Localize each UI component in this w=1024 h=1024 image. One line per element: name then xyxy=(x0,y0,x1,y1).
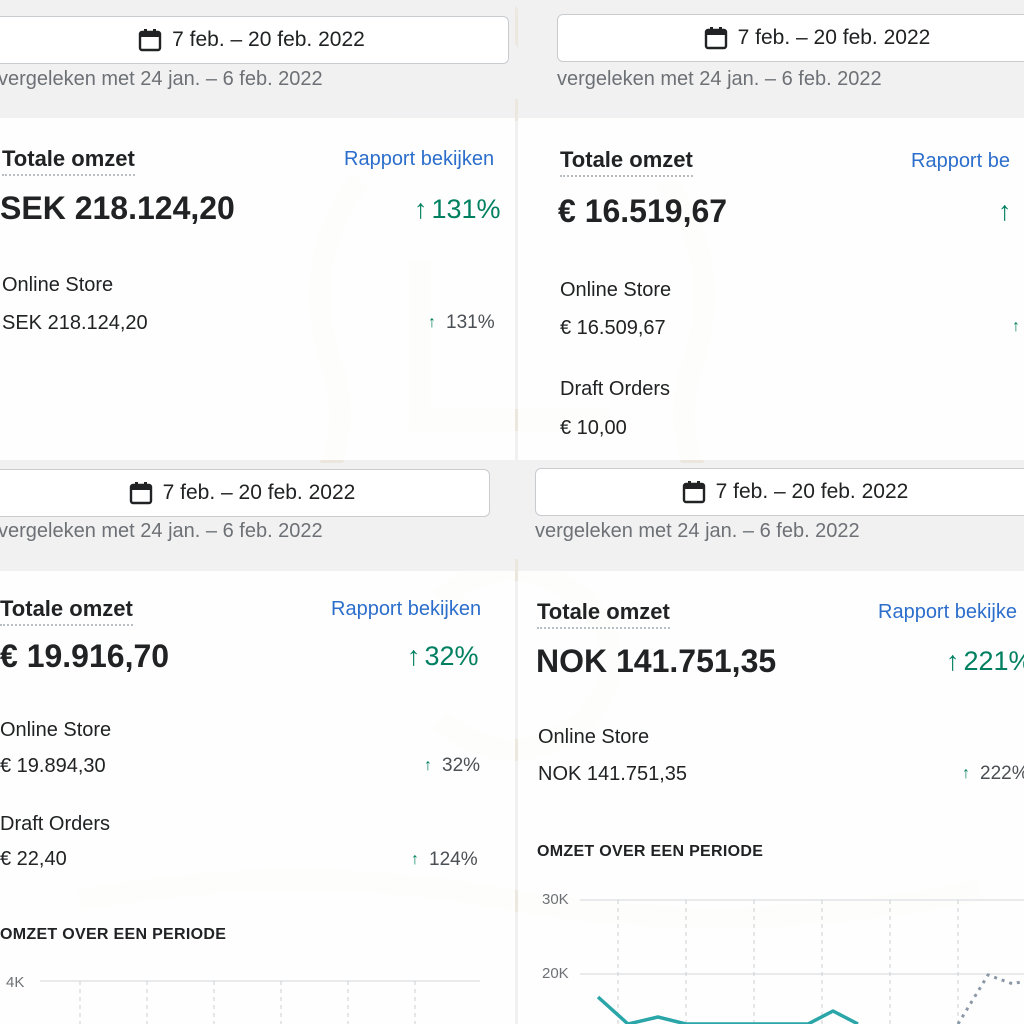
channel-label-draft-orders: Draft Orders xyxy=(560,378,671,400)
arrow-up-icon: ↑ xyxy=(962,765,970,782)
date-range-button[interactable]: 7 feb. – 20 feb. 2022 xyxy=(0,469,490,517)
view-report-link[interactable]: Rapport bekijken xyxy=(344,148,495,170)
arrow-up-icon: ↑ xyxy=(407,641,421,671)
date-range-label: 7 feb. – 20 feb. 2022 xyxy=(162,481,356,504)
revenue-panel-2: 7 feb. – 20 feb. 2022 vergeleken met 24 … xyxy=(518,0,1024,460)
arrow-up-icon: ↑ xyxy=(1012,318,1020,335)
chart-section-heading: OMZET OVER EEN PERIODE xyxy=(537,843,764,860)
total-change-value: 32% xyxy=(424,641,479,671)
arrow-up-icon: ↑ xyxy=(414,194,428,224)
channel-label-online-store: Online Store xyxy=(0,719,112,741)
y-tick-label: 30K xyxy=(542,891,569,908)
comparison-text: vergeleken met 24 jan. – 6 feb. 2022 xyxy=(0,520,323,542)
arrow-up-icon: ↑ xyxy=(428,314,436,331)
calendar-icon xyxy=(129,482,152,505)
channel-change-value: 222% xyxy=(980,763,1024,784)
total-change: ↑ 131% xyxy=(414,194,501,225)
channel-label-online-store: Online Store xyxy=(2,274,114,296)
comparison-text: vergeleken met 24 jan. – 6 feb. 2022 xyxy=(557,68,882,90)
view-report-link[interactable]: Rapport bekijken xyxy=(331,598,482,620)
channel-value-online-store: € 16.509,67 xyxy=(560,317,666,339)
channel-value-online-store: NOK 141.751,35 xyxy=(538,763,687,785)
channel-label-online-store: Online Store xyxy=(560,279,672,301)
channel-value-online-store: € 19.894,30 xyxy=(0,755,106,777)
date-range-label: 7 feb. – 20 feb. 2022 xyxy=(172,28,365,51)
channel-change-value: 131% xyxy=(446,312,495,333)
date-range-button[interactable]: 7 feb. – 20 feb. 2022 xyxy=(535,468,1024,516)
calendar-icon xyxy=(682,481,705,504)
view-report-link[interactable]: Rapport bekijke xyxy=(878,601,1017,623)
channel-label-draft-orders: Draft Orders xyxy=(0,813,111,835)
comparison-text: vergeleken met 24 jan. – 6 feb. 2022 xyxy=(535,520,860,542)
channel-change-value: 124% xyxy=(429,849,478,870)
calendar-icon xyxy=(138,29,162,52)
channel-change-draft-orders: ↑ 124% xyxy=(411,849,478,871)
revenue-panel-3: 7 feb. – 20 feb. 2022 vergeleken met 24 … xyxy=(0,463,515,1024)
total-change: ↑ xyxy=(998,196,1016,227)
revenue-chart xyxy=(40,980,480,1024)
arrow-up-icon: ↑ xyxy=(998,196,1012,226)
arrow-up-icon: ↑ xyxy=(424,757,432,774)
date-range-button[interactable]: 7 feb. – 20 feb. 2022 xyxy=(557,14,1024,62)
revenue-card xyxy=(518,571,1024,1024)
channel-change-online-store: ↑ 131% xyxy=(428,312,495,334)
total-revenue-title: Totale omzet xyxy=(0,596,133,626)
calendar-icon xyxy=(704,27,727,50)
total-revenue-amount: NOK 141.751,35 xyxy=(536,643,777,679)
channel-change-online-store: ↑ 32% xyxy=(424,755,480,777)
date-range-button[interactable]: 7 feb. – 20 feb. 2022 xyxy=(0,16,509,64)
total-revenue-amount: SEK 218.124,20 xyxy=(0,190,235,226)
revenue-card xyxy=(0,571,515,1024)
total-revenue-title: Totale omzet xyxy=(560,147,693,177)
channel-value-online-store: SEK 218.124,20 xyxy=(2,312,148,334)
date-range-label: 7 feb. – 20 feb. 2022 xyxy=(715,480,909,503)
total-revenue-title: Totale omzet xyxy=(537,599,670,629)
y-tick-label: 20K xyxy=(542,965,569,982)
chart-section-heading: OMZET OVER EEN PERIODE xyxy=(0,926,227,943)
comparison-period-line xyxy=(956,973,1024,1024)
revenue-chart xyxy=(580,899,1024,1024)
total-change: ↑ 32% xyxy=(407,641,479,672)
view-report-link[interactable]: Rapport be xyxy=(911,150,1010,172)
revenue-panel-1: 7 feb. – 20 feb. 2022 vergeleken met 24 … xyxy=(0,0,515,460)
channel-label-online-store: Online Store xyxy=(538,726,650,748)
channel-change-value: 32% xyxy=(442,755,481,776)
channel-value-draft-orders: € 10,00 xyxy=(560,417,627,439)
y-tick-label: 4K xyxy=(6,974,25,991)
channel-change-online-store: ↑ 222% xyxy=(962,763,1024,785)
total-change: ↑ 221% xyxy=(946,646,1024,677)
arrow-up-icon: ↑ xyxy=(946,646,960,676)
revenue-panel-4: 7 feb. – 20 feb. 2022 vergeleken met 24 … xyxy=(518,463,1024,1024)
comparison-text: vergeleken met 24 jan. – 6 feb. 2022 xyxy=(0,68,323,90)
date-range-label: 7 feb. – 20 feb. 2022 xyxy=(737,26,931,49)
total-revenue-title: Totale omzet xyxy=(2,146,135,176)
channel-value-draft-orders: € 22,40 xyxy=(0,848,67,870)
arrow-up-icon: ↑ xyxy=(411,851,419,868)
total-revenue-amount: € 19.916,70 xyxy=(0,638,170,674)
total-change-value: 221% xyxy=(963,646,1024,676)
total-revenue-amount: € 16.519,67 xyxy=(558,193,728,229)
total-change-value: 131% xyxy=(431,194,501,224)
current-period-line xyxy=(596,995,859,1024)
channel-change-online-store: ↑ xyxy=(1012,318,1024,336)
